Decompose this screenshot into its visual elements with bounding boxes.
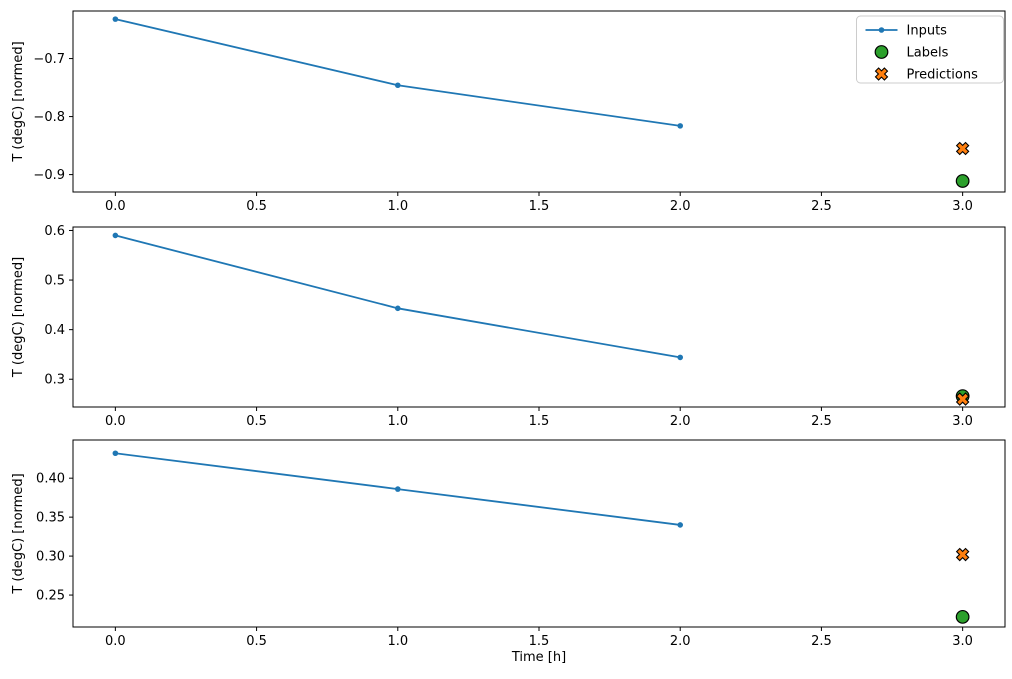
x-tick-label: 1.0 (387, 199, 408, 214)
x-tick-label: 3.0 (952, 634, 973, 649)
subplot-1: −0.9 −0.8 −0.7 0.0 0.5 1.0 1.5 2.0 2.5 3.0 T (degC… (11, 10, 1006, 214)
x-tick-label: 1.0 (387, 634, 408, 649)
inputs-point (677, 522, 684, 528)
x-tick-label: 1.5 (529, 414, 550, 429)
x-tick-label: 1.5 (529, 634, 550, 649)
y-tick-label: 0.25 (36, 589, 65, 604)
legend-box (856, 15, 1004, 84)
y-axis-label: T (degC) [normed] (11, 473, 26, 594)
x-tick-label: 0.0 (105, 199, 126, 214)
x-tick-label: 2.0 (670, 414, 691, 429)
inputs-point (677, 123, 684, 129)
y-tick-label: 0.30 (36, 550, 65, 565)
x-tick-label: 2.5 (811, 414, 832, 429)
x-tick-label: 2.0 (670, 199, 691, 214)
legend: Inputs Labels Predictions (856, 15, 1004, 84)
y-axis-label: T (degC) [normed] (11, 41, 26, 162)
y-tick-label: 0.3 (44, 373, 65, 388)
x-tick-label: 3.0 (952, 414, 973, 429)
legend-predictions-marker (874, 67, 889, 81)
x-tick-label: 3.0 (952, 199, 973, 214)
x-tick-label: 0.0 (105, 414, 126, 429)
axes-spines (72, 439, 1006, 628)
label-marker (955, 174, 970, 188)
y-tick-label: 0.6 (44, 224, 65, 239)
inputs-line (115, 18, 681, 127)
y-axis-label: T (degC) [normed] (11, 257, 26, 378)
legend-item-label: Predictions (907, 68, 979, 83)
y-tick-label: −0.7 (33, 52, 65, 67)
subplot-3: 0.25 0.30 0.35 0.40 0.0 0.5 1.0 1.5 2.0 2.5 3.0 T (… (11, 439, 1006, 665)
x-axis-label: Time [h] (511, 650, 566, 665)
x-tick-label: 2.5 (811, 199, 832, 214)
x-tick-label: 2.5 (811, 634, 832, 649)
y-tick-label: 0.4 (44, 323, 65, 338)
inputs-point (112, 16, 119, 22)
prediction-marker (955, 547, 970, 562)
y-tick-label: 0.40 (36, 472, 65, 487)
x-tick-label: 0.5 (246, 414, 267, 429)
prediction-marker (955, 392, 970, 406)
y-tick-label: −0.8 (33, 110, 65, 125)
y-tick-label: 0.35 (36, 511, 65, 526)
legend-item-label: Inputs (907, 24, 948, 39)
subplot-2: 0.3 0.4 0.5 0.6 0.0 0.5 1.0 1.5 2.0 2.5 3.0 T (degC… (11, 224, 1006, 429)
prediction-marker (955, 141, 970, 156)
inputs-point (394, 486, 401, 492)
x-tick-label: 1.5 (529, 199, 550, 214)
inputs-point (112, 450, 119, 457)
legend-labels-marker (874, 45, 889, 59)
legend-inputs-dot (878, 27, 885, 33)
y-tick-label: 0.5 (44, 274, 65, 289)
inputs-point (112, 232, 119, 239)
x-tick-label: 1.0 (387, 414, 408, 429)
inputs-point (677, 354, 684, 361)
y-tick-label: −0.9 (33, 168, 65, 183)
inputs-line (115, 234, 681, 359)
x-tick-label: 0.5 (246, 199, 267, 214)
label-marker (955, 609, 970, 624)
inputs-point (394, 305, 401, 312)
axes-spines (72, 226, 1006, 408)
inputs-point (394, 82, 401, 89)
x-tick-label: 2.0 (670, 634, 691, 649)
x-tick-label: 0.0 (105, 634, 126, 649)
legend-item-label: Labels (907, 46, 949, 61)
x-tick-label: 0.5 (246, 634, 267, 649)
